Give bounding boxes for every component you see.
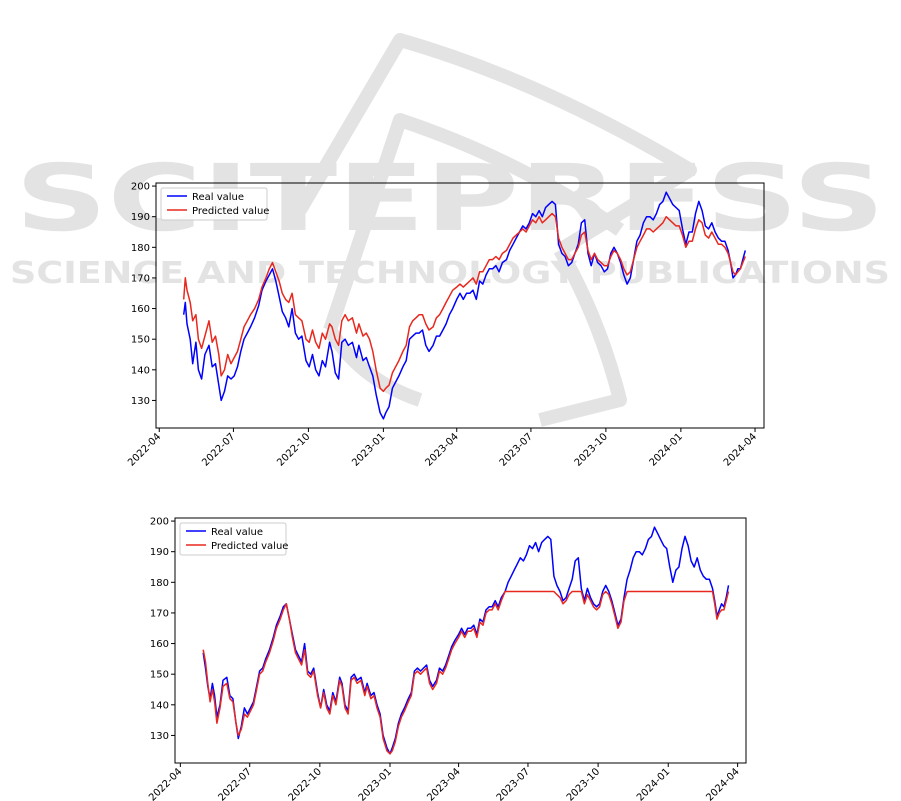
x-tick-label: 2024-01 xyxy=(648,431,685,468)
watermark-title: SCITEPRESS xyxy=(15,145,885,252)
x-tick-label: 2024-01 xyxy=(635,766,672,801)
y-tick-label: 130 xyxy=(131,396,150,407)
legend: Real value Predicted value xyxy=(179,522,288,556)
x-tick-label: 2023-04 xyxy=(424,431,461,468)
series-line-predicted-value xyxy=(202,590,730,755)
series-line-real-value xyxy=(202,526,730,755)
x-tick-label: 2023-10 xyxy=(565,766,602,801)
x-tick-label: 2024-04 xyxy=(722,431,759,468)
x-tick-label: 2023-07 xyxy=(495,766,532,801)
x-tick-label: 2023-07 xyxy=(498,431,535,468)
legend: Real value Predicted value xyxy=(160,187,269,221)
x-tick-label: 2022-07 xyxy=(200,431,237,468)
x-tick-label: 2022-07 xyxy=(216,766,253,801)
legend-label-real: Real value xyxy=(211,527,263,538)
legend-label-real: Real value xyxy=(192,192,244,203)
x-tick-label: 2022-04 xyxy=(126,431,163,468)
x-tick-label: 2022-04 xyxy=(147,766,184,801)
y-tick-label: 140 xyxy=(131,365,150,376)
series-lines xyxy=(202,526,730,755)
legend-label-predicted: Predicted value xyxy=(211,541,288,552)
y-axis-ticks: 130 140 150 160 170 180 190 200 xyxy=(150,517,175,742)
x-tick-label: 2022-10 xyxy=(275,431,312,468)
y-tick-label: 160 xyxy=(150,639,169,650)
y-axis-ticks: 130 140 150 160 170 180 190 200 xyxy=(131,182,156,407)
x-tick-label: 2023-10 xyxy=(573,431,610,468)
series-line-real-value xyxy=(182,191,747,420)
y-tick-label: 180 xyxy=(150,578,169,589)
y-tick-label: 190 xyxy=(150,547,169,558)
x-tick-label: 2023-01 xyxy=(350,431,387,468)
y-tick-label: 170 xyxy=(150,608,169,619)
y-tick-label: 150 xyxy=(131,335,150,346)
x-tick-label: 2023-04 xyxy=(425,766,462,801)
y-tick-label: 200 xyxy=(131,182,150,193)
x-axis-ticks: 2022-04 2022-07 2022-10 2023-01 2023-04 2023-… xyxy=(126,428,759,469)
scitepress-watermark: SCITEPRESS SCIENCE AND TECHNOLOGY PUBLIC… xyxy=(10,33,890,427)
x-axis-ticks: 2022-04 2022-07 2022-10 2023-01 2023-04 2023-… xyxy=(147,763,742,801)
x-tick-label: 2022-10 xyxy=(287,766,324,801)
plot-area-frame xyxy=(155,182,765,429)
watermark-book-logo xyxy=(293,33,697,427)
y-tick-label: 170 xyxy=(131,273,150,284)
legend-label-predicted: Predicted value xyxy=(192,206,269,217)
y-tick-label: 150 xyxy=(150,670,169,681)
y-tick-label: 130 xyxy=(150,731,169,742)
legend-box xyxy=(179,522,287,556)
series-lines xyxy=(182,191,747,420)
y-tick-label: 140 xyxy=(150,700,169,711)
y-tick-label: 160 xyxy=(131,304,150,315)
y-tick-label: 190 xyxy=(131,212,150,223)
plot-area-frame xyxy=(174,517,747,764)
y-tick-label: 200 xyxy=(150,517,169,528)
x-tick-label: 2024-04 xyxy=(704,766,741,801)
y-tick-label: 180 xyxy=(131,243,150,254)
x-tick-label: 2023-01 xyxy=(357,766,394,801)
legend-box xyxy=(160,187,268,221)
series-line-predicted-value xyxy=(182,212,746,393)
